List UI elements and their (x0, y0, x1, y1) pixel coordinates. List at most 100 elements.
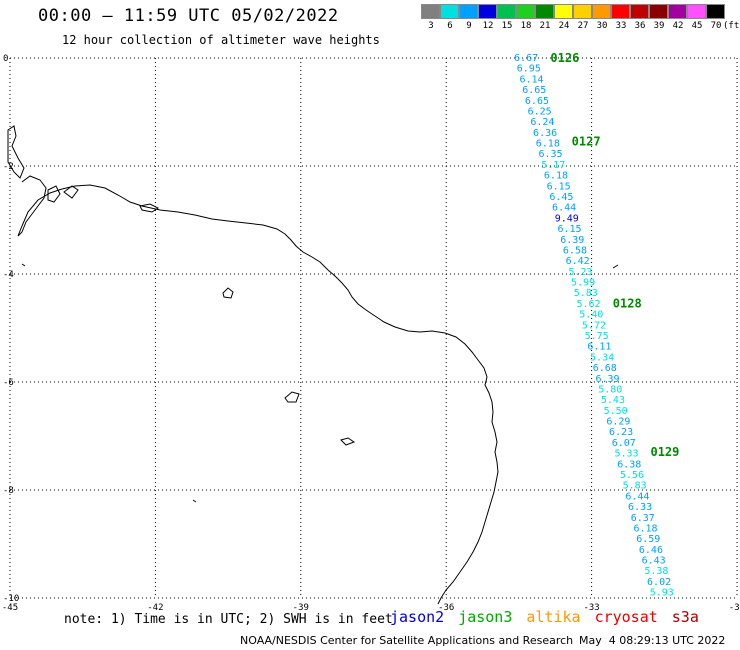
legend-label: 70 (710, 21, 722, 31)
wave-height-value: 5.43 (601, 395, 625, 406)
legend-label: 3 (428, 21, 434, 31)
legend-label: 39 (653, 21, 665, 31)
wave-height-value: 5.50 (604, 406, 628, 417)
islet-1 (21, 263, 26, 267)
amazon-delta-islands (17, 175, 79, 237)
legend-label: 6 (447, 21, 453, 31)
legend-label: 24 (558, 21, 570, 31)
wave-height-value: 5.99 (571, 278, 595, 289)
legend-swatch (573, 4, 592, 19)
lon-tick-label: -42 (147, 603, 163, 610)
wave-height-value: 5.75 (585, 331, 609, 342)
pass-label: 0128 (613, 297, 642, 311)
wave-height-value: 6.58 (563, 245, 587, 256)
legend-swatch (535, 4, 554, 19)
wave-height-value: 6.18 (536, 139, 560, 150)
wave-height-value: 6.02 (647, 577, 671, 588)
wave-height-value: 5.93 (650, 588, 674, 599)
lon-tick-label: -39 (293, 603, 309, 610)
wave-height-value: 6.44 (552, 203, 576, 214)
satellite-key: jason2 jason3 altika cryosat s3a (390, 608, 713, 626)
legend-label: 33 (615, 21, 627, 31)
generated-timestamp: May 4 08:29:13 UTC 2022 (579, 634, 726, 647)
wave-height-value: 6.18 (633, 523, 657, 534)
wave-height-value: 5.34 (590, 352, 614, 363)
satellite-s3a: s3a (671, 608, 699, 626)
wave-height-value: 6.39 (560, 235, 584, 246)
wave-height-value: 6.39 (595, 374, 619, 385)
legend-swatch (630, 4, 649, 19)
legend-swatch (649, 4, 668, 19)
lon-tick-label: -33 (583, 603, 599, 610)
lat-tick-label: -2 (3, 162, 14, 172)
pass-labels: 0126 0127 0128 0129 (550, 51, 679, 459)
map-subtitle: 12 hour collection of altimeter wave hei… (62, 33, 380, 47)
lat-tick-label: -10 (3, 594, 19, 604)
legend-label: 9 (466, 21, 472, 31)
wave-height-value: 5.38 (644, 566, 668, 577)
atol-das-rocas (222, 287, 234, 299)
satellite-altika: altika (526, 608, 581, 626)
pass-label: 0126 (550, 51, 579, 65)
island-small-3 (340, 437, 356, 446)
wave-height-value: 6.46 (639, 545, 663, 556)
legend-label: 27 (577, 21, 589, 31)
wave-height-value: 6.36 (533, 128, 557, 139)
wave-height-value: 6.38 (617, 459, 641, 470)
longitude-labels: -45 -42 -39 -36 -33 -30 (2, 603, 740, 610)
wave-height-value: 6.43 (642, 556, 666, 567)
wave-height-value: 6.95 (517, 64, 541, 75)
legend-swatch (706, 4, 725, 19)
altimeter-track: 6.676.956.146.656.656.256.246.366.186.35… (514, 53, 674, 599)
lat-lon-grid (9, 57, 738, 599)
lon-tick-label: -45 (2, 603, 18, 610)
legend-label: 36 (634, 21, 646, 31)
satellite-jason2: jason2 (390, 608, 445, 626)
pass-label: 0129 (650, 445, 679, 459)
wave-height-value: 5.62 (576, 299, 600, 310)
wave-height-map: -45 -42 -39 -36 -33 -30 0 -2 -4 -6 -8 -10 6.676.95… (2, 51, 740, 610)
legend-swatch (554, 4, 573, 19)
legend-swatch (516, 4, 535, 19)
legend-label: 30 (596, 21, 608, 31)
legend-swatch (497, 4, 516, 19)
legend-swatch (421, 4, 440, 19)
wave-height-value: 6.25 (528, 106, 552, 117)
wave-height-value: 6.59 (636, 534, 660, 545)
wave-height-value: 6.33 (628, 502, 652, 513)
wave-height-value: 6.24 (530, 117, 554, 128)
wave-height-value: 5.83 (623, 481, 647, 492)
wave-height-value: 6.67 (514, 53, 538, 64)
wave-height-value: 6.15 (547, 181, 571, 192)
footnote: note: 1) Time is in UTC; 2) SWH is in fe… (64, 612, 393, 627)
lat-tick-label: -8 (3, 486, 14, 496)
wave-height-value: 6.18 (544, 171, 568, 182)
wave-height-value: 5.72 (582, 320, 606, 331)
coastline (7, 125, 619, 605)
wave-height-value: 5.56 (620, 470, 644, 481)
wave-height-value: 6.44 (625, 491, 649, 502)
legend-label: 15 (501, 21, 513, 31)
wave-height-value: 5.33 (614, 449, 638, 460)
legend-swatch (611, 4, 630, 19)
islet-3 (192, 499, 197, 503)
legend-unit: (ft) (723, 21, 740, 31)
lat-tick-label: -4 (3, 270, 14, 280)
wave-height-value: 6.15 (557, 224, 581, 235)
legend-label: 42 (672, 21, 684, 31)
fernando-de-noronha-rocks (284, 391, 300, 403)
wave-height-value: 6.37 (631, 513, 655, 524)
latitude-labels: 0 -2 -4 -6 -8 -10 (3, 54, 19, 604)
lat-tick-label: -6 (3, 378, 14, 388)
wave-height-value: 6.65 (525, 96, 549, 107)
lat-tick-label: 0 (3, 54, 8, 64)
legend-swatch (668, 4, 687, 19)
wave-height-value: 6.23 (609, 427, 633, 438)
wave-height-value: 6.29 (606, 417, 630, 428)
wave-height-value: 6.42 (566, 256, 590, 267)
legend-label: 12 (482, 21, 494, 31)
islet-2 (612, 264, 619, 269)
legend-label: 21 (539, 21, 551, 31)
island-small-1 (139, 203, 159, 213)
legend-swatch (687, 4, 706, 19)
